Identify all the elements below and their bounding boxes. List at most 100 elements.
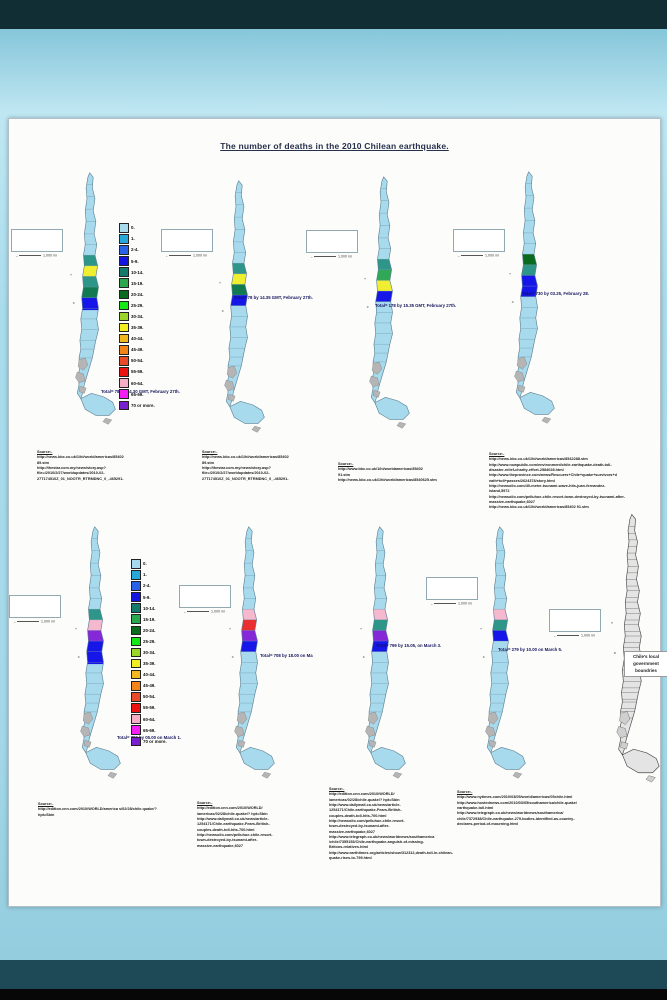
region-band	[226, 263, 248, 274]
region-band	[77, 287, 99, 298]
scale-label: 1,000 mi	[193, 253, 207, 258]
source-url: town-destroyed-by-tsunami-after-	[329, 824, 390, 829]
source-list: Source:- http://edition.cnn.com/2010/WORL…	[197, 801, 319, 849]
legend-label: 10-14.	[143, 605, 156, 611]
legend-row: 30-34.	[131, 647, 183, 658]
scale-bar: ← 1,000 mi	[310, 254, 352, 259]
legend-swatch	[131, 681, 141, 691]
scale-bar-line	[557, 635, 579, 636]
region-band	[226, 284, 248, 296]
legend-label: 20-24.	[131, 291, 144, 297]
scale-label: 1,000 mi	[485, 253, 499, 258]
source-url: http://www.theprovince.com/news/Rescuers…	[489, 473, 617, 478]
source-url: http://newsolio.com/40-meter-tsunami-wav…	[489, 483, 606, 488]
source-url: couples-death-toll-hits-700.html	[329, 813, 387, 818]
legend-row: 25-29.	[119, 300, 171, 311]
source-heading: Source:-	[38, 802, 54, 806]
death-total-label: Total= 799 by 15.05, on March 3.	[376, 643, 442, 648]
legend-swatch	[119, 322, 129, 333]
legend-label: 5-9.	[131, 258, 139, 264]
chile-choropleth-map	[480, 526, 526, 779]
legend-row: 50-54.	[131, 692, 183, 702]
region-band	[82, 641, 104, 652]
region-band	[516, 286, 538, 297]
legend-label: 5-9.	[143, 594, 151, 600]
legend-label: 70 or more.	[143, 738, 167, 744]
legend-swatch	[119, 356, 129, 366]
legend-swatch	[131, 570, 141, 580]
death-total-label: Total= 78 by 14.30 GMT, February 27th.	[101, 389, 180, 394]
legend-label: 35-39.	[143, 661, 156, 667]
region-band	[487, 630, 509, 642]
legend-swatch	[119, 300, 129, 311]
source-url: http://news.bbc.co.uk/1/hi/world/america…	[338, 477, 437, 482]
region-band	[236, 609, 258, 620]
source-url: declares-period-of-mourning.html	[457, 821, 518, 826]
scale-bar: ← 1,000 mi	[165, 253, 207, 258]
legend-label: 0.	[143, 561, 147, 567]
scale-bar: ← 1,000 mi	[457, 253, 499, 258]
legend-label: 50-54.	[131, 358, 144, 364]
source-url: chile/7372938/Chile-earthquake-279-bodie…	[457, 816, 575, 821]
source-url: http://www.nowpublic.com/environment/chi…	[489, 462, 612, 467]
legend-row: 20-24.	[131, 625, 183, 636]
legend: 0. 1. 2-4. 5-9. 10-14. 15-19. 20-24. 25-29. 30-3…	[131, 559, 183, 748]
legend-label: 55-59.	[131, 369, 144, 375]
poster: The number of deaths in the 2010 Chilean…	[8, 118, 667, 907]
legend-swatch	[131, 614, 141, 624]
region-band	[82, 630, 104, 642]
legend-label: 65-69.	[143, 727, 156, 733]
scale-label: 1,000 mi	[581, 633, 595, 638]
region-band	[77, 255, 99, 266]
legend-swatch	[131, 625, 141, 636]
legend-row: 20-24.	[119, 289, 171, 300]
legend-row: 10-14.	[119, 267, 171, 277]
region-band	[236, 641, 258, 652]
legend-swatch	[119, 267, 129, 277]
legend-swatch	[131, 592, 141, 602]
scale-inset-box: ← 1,000 mi	[9, 595, 61, 624]
scale-bar: ← 1,000 mi	[183, 609, 225, 614]
poster-title: The number of deaths in the 2010 Chilean…	[220, 141, 449, 151]
source-url: town-destroyed-by-tsunami-after-	[197, 838, 258, 843]
source-url: http://www.dailymail.co.uk/news/article-	[197, 816, 269, 821]
scale-bar-line	[169, 255, 191, 256]
source-heading: Source:-	[489, 452, 505, 456]
legend-label: 70 or more.	[131, 402, 155, 408]
legend-row: 45-49.	[119, 345, 171, 355]
scale-label: 1,000 mi	[338, 254, 352, 259]
legend-row: 25-29.	[131, 636, 183, 647]
legend-row: 1.	[119, 234, 171, 244]
legend-label: 2-4.	[143, 583, 151, 589]
scale-arrow-icon: ←	[183, 609, 187, 614]
chile-choropleth-map	[229, 526, 275, 779]
scale-bar-line	[17, 621, 39, 622]
legend-label: 50-54.	[143, 694, 156, 700]
death-total-label: Total= 700 by 05.00 on March 1.	[117, 735, 182, 740]
legend-row: 70 or more.	[131, 736, 183, 746]
legend-swatch	[131, 714, 141, 724]
source-url: 27T174510Z_01_NOOTR_RTRMDNC_0_-465291-	[202, 476, 289, 481]
region-band	[77, 276, 99, 288]
source-url: disaster-relief-charity-effort-2584028.h…	[489, 467, 564, 472]
chile-choropleth-map	[75, 526, 121, 779]
scale-inset-box: ← 1,000 mi	[549, 609, 601, 638]
tierra-del-fuego	[621, 748, 660, 774]
legend-row: 0.	[131, 559, 183, 569]
legend-swatch	[119, 367, 129, 377]
source-url: 91.stm	[338, 472, 351, 477]
scale-bar: ← 1,000 mi	[15, 253, 57, 258]
source-url: http://www.hostednews.com/2010/03/05/sou…	[457, 800, 577, 805]
scale-label: 1,000 mi	[43, 253, 57, 258]
source-url: http://edition.cnn.com/2010/WORLD/americ…	[38, 807, 157, 812]
legend-swatch	[131, 647, 141, 658]
region-band	[487, 609, 509, 620]
source-url: eath+toll+passes/2624378/story.html	[489, 478, 555, 483]
legend-row: 35-39.	[119, 322, 171, 333]
region-band	[82, 619, 104, 631]
region-band	[487, 641, 509, 652]
source-list: Source:- http://edition.cnn.com/2010/WORL…	[329, 787, 467, 861]
region-band	[367, 619, 389, 631]
chile-choropleth-map	[360, 526, 406, 779]
legend-label: 1.	[143, 572, 147, 578]
